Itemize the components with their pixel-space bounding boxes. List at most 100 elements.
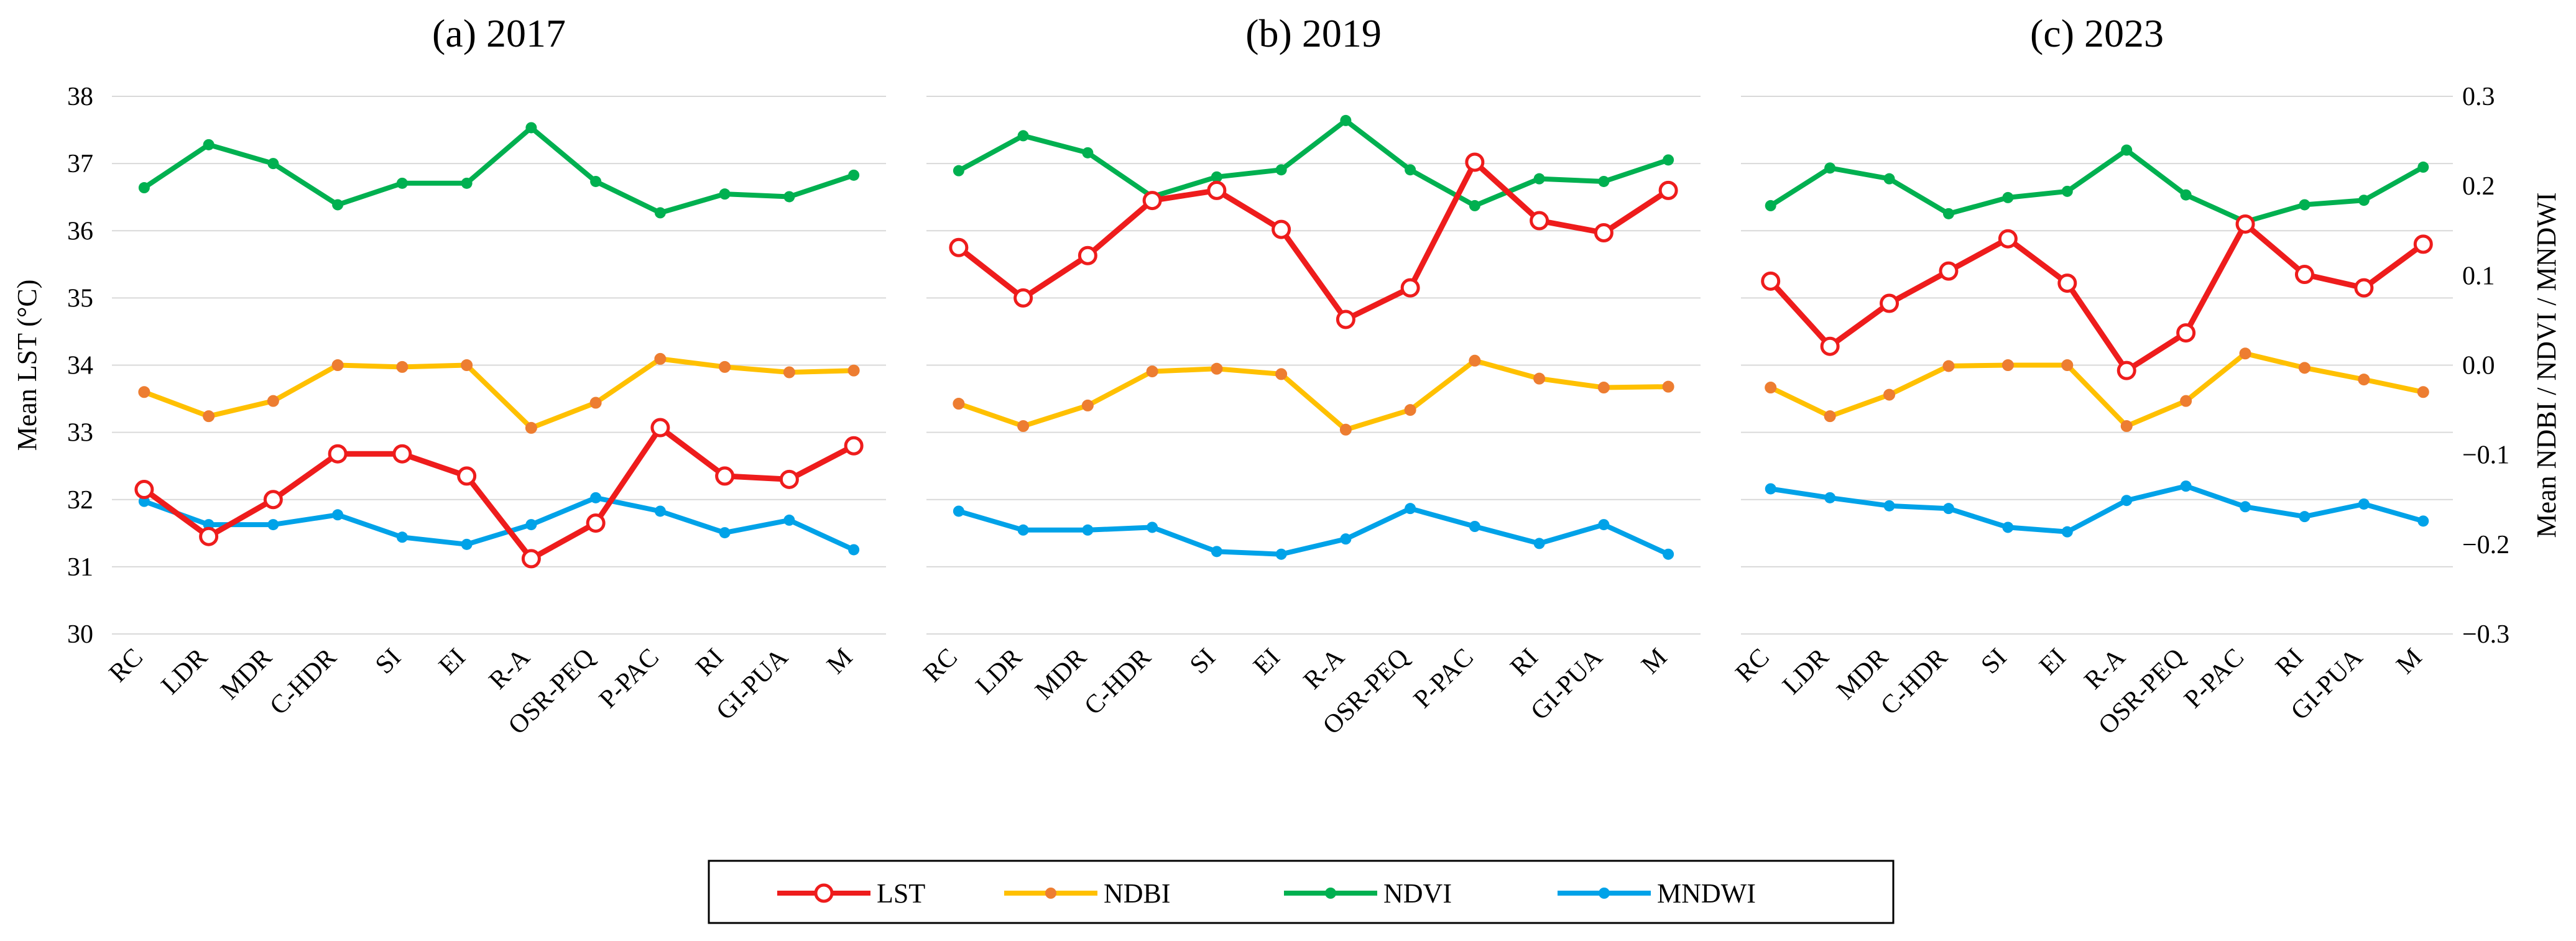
lst-point bbox=[650, 418, 670, 438]
ndbi-line bbox=[956, 358, 1671, 433]
legend-marker bbox=[1045, 888, 1056, 899]
mndwi-point bbox=[2002, 521, 2014, 533]
lst-point bbox=[392, 444, 412, 464]
ndvi-point bbox=[2299, 199, 2311, 211]
lst-point bbox=[1880, 293, 1900, 313]
ndvi-point bbox=[654, 207, 666, 219]
mndwi-point bbox=[267, 519, 279, 531]
lst-point bbox=[199, 526, 219, 546]
legend-label: NDVI bbox=[1383, 878, 1452, 909]
ndvi-point bbox=[1405, 164, 1416, 176]
mndwi-point bbox=[1340, 533, 1352, 545]
x-tick-label: LDR bbox=[971, 643, 1028, 700]
lst-point bbox=[1078, 246, 1097, 265]
right-tick-label: −0.3 bbox=[2462, 620, 2509, 649]
legend-entry-ndvi: NDVI bbox=[1284, 878, 1452, 909]
ndbi-point bbox=[2239, 347, 2251, 360]
panel-title: (c) 2023 bbox=[2030, 11, 2164, 55]
ndvi-point bbox=[783, 191, 795, 203]
mndwi-line bbox=[956, 506, 1671, 557]
ndbi-point bbox=[719, 360, 731, 373]
series-ndvi bbox=[138, 122, 860, 219]
x-tick-label: LDR bbox=[156, 643, 213, 700]
ndbi-point bbox=[138, 386, 150, 398]
ndbi-point bbox=[1662, 380, 1674, 393]
mndwi-point bbox=[461, 538, 473, 550]
mndwi-point bbox=[719, 527, 731, 539]
left-tick-label: 30 bbox=[67, 620, 93, 649]
ndvi-point bbox=[848, 169, 860, 181]
right-tick-label: 0.0 bbox=[2462, 352, 2495, 380]
ndvi-line bbox=[1768, 147, 2426, 224]
lst-point bbox=[263, 490, 283, 510]
legend-label: NDBI bbox=[1104, 878, 1171, 909]
series-ndvi bbox=[1765, 144, 2429, 227]
ndvi-point bbox=[396, 177, 408, 189]
x-tick-label: R-A bbox=[1298, 643, 1350, 695]
series-ndbi bbox=[1765, 347, 2429, 433]
ndvi-point bbox=[1533, 173, 1545, 185]
legend-entry-lst: LST bbox=[777, 878, 925, 909]
left-tick-label: 31 bbox=[67, 553, 93, 582]
right-tick-label: −0.1 bbox=[2462, 441, 2509, 470]
lst-point bbox=[2413, 234, 2433, 254]
ndbi-point bbox=[1146, 365, 1158, 378]
x-tick-label: C-HDR bbox=[1875, 643, 1953, 721]
right-axis-title: Mean NDBI / NDVI / MNDWI bbox=[2531, 192, 2562, 538]
series-mndwi bbox=[138, 492, 860, 556]
x-tick-label: P-PAC bbox=[594, 643, 665, 714]
lst-line bbox=[141, 425, 857, 562]
mndwi-point bbox=[1405, 503, 1416, 515]
x-tick-label: SI bbox=[1184, 643, 1221, 680]
x-tick-label: C-HDR bbox=[1079, 643, 1156, 721]
ndbi-point bbox=[953, 397, 965, 410]
ndvi-point bbox=[1824, 162, 1836, 174]
ndbi-line bbox=[141, 356, 857, 431]
series-lst bbox=[134, 418, 864, 569]
left-tick-label: 38 bbox=[67, 83, 93, 111]
legend: LST NDBI NDVI MNDWI bbox=[708, 860, 1895, 924]
ndvi-point bbox=[138, 182, 150, 194]
ndvi-point bbox=[2002, 191, 2014, 203]
series-mndwi bbox=[1765, 480, 2429, 538]
x-tick-label: EI bbox=[1248, 643, 1286, 681]
ndvi-point bbox=[332, 199, 344, 211]
mndwi-point bbox=[1017, 524, 1029, 536]
ndbi-point bbox=[2358, 374, 2370, 386]
x-tick-label: C-HDR bbox=[264, 643, 342, 721]
x-tick-label: P-PAC bbox=[1408, 643, 1479, 714]
lst-point bbox=[844, 436, 864, 456]
ndbi-point bbox=[1765, 382, 1777, 394]
ndvi-point bbox=[2180, 189, 2192, 201]
mndwi-point bbox=[1533, 538, 1545, 549]
ndvi-point bbox=[461, 177, 473, 189]
mndwi-point bbox=[1765, 483, 1776, 495]
ndbi-point bbox=[1211, 362, 1223, 375]
ndvi-point bbox=[1598, 175, 1610, 187]
x-tick-label: R-A bbox=[2079, 643, 2131, 695]
ndbi-point bbox=[331, 359, 344, 371]
series-lst bbox=[949, 152, 1678, 329]
mndwi-point bbox=[590, 492, 602, 503]
ndbi-point bbox=[1942, 360, 1955, 372]
ndbi-point bbox=[1883, 388, 1896, 401]
mndwi-line bbox=[1768, 484, 2426, 535]
mndwi-line bbox=[141, 495, 857, 553]
legend-marker bbox=[1599, 888, 1610, 899]
ndbi-point bbox=[1533, 372, 1546, 385]
lst-point bbox=[457, 466, 477, 486]
mndwi-point bbox=[1942, 503, 1954, 515]
lst-point bbox=[1336, 310, 1355, 329]
ndbi-point bbox=[783, 366, 795, 379]
ndvi-point bbox=[953, 165, 964, 177]
left-tick-label: 34 bbox=[67, 352, 93, 380]
ndvi-point bbox=[1883, 173, 1895, 185]
ndbi-line bbox=[1768, 351, 2426, 429]
ndvi-point bbox=[525, 122, 537, 134]
mndwi-point bbox=[1883, 500, 1895, 512]
mndwi-point bbox=[332, 509, 344, 521]
lst-point bbox=[1207, 180, 1227, 200]
